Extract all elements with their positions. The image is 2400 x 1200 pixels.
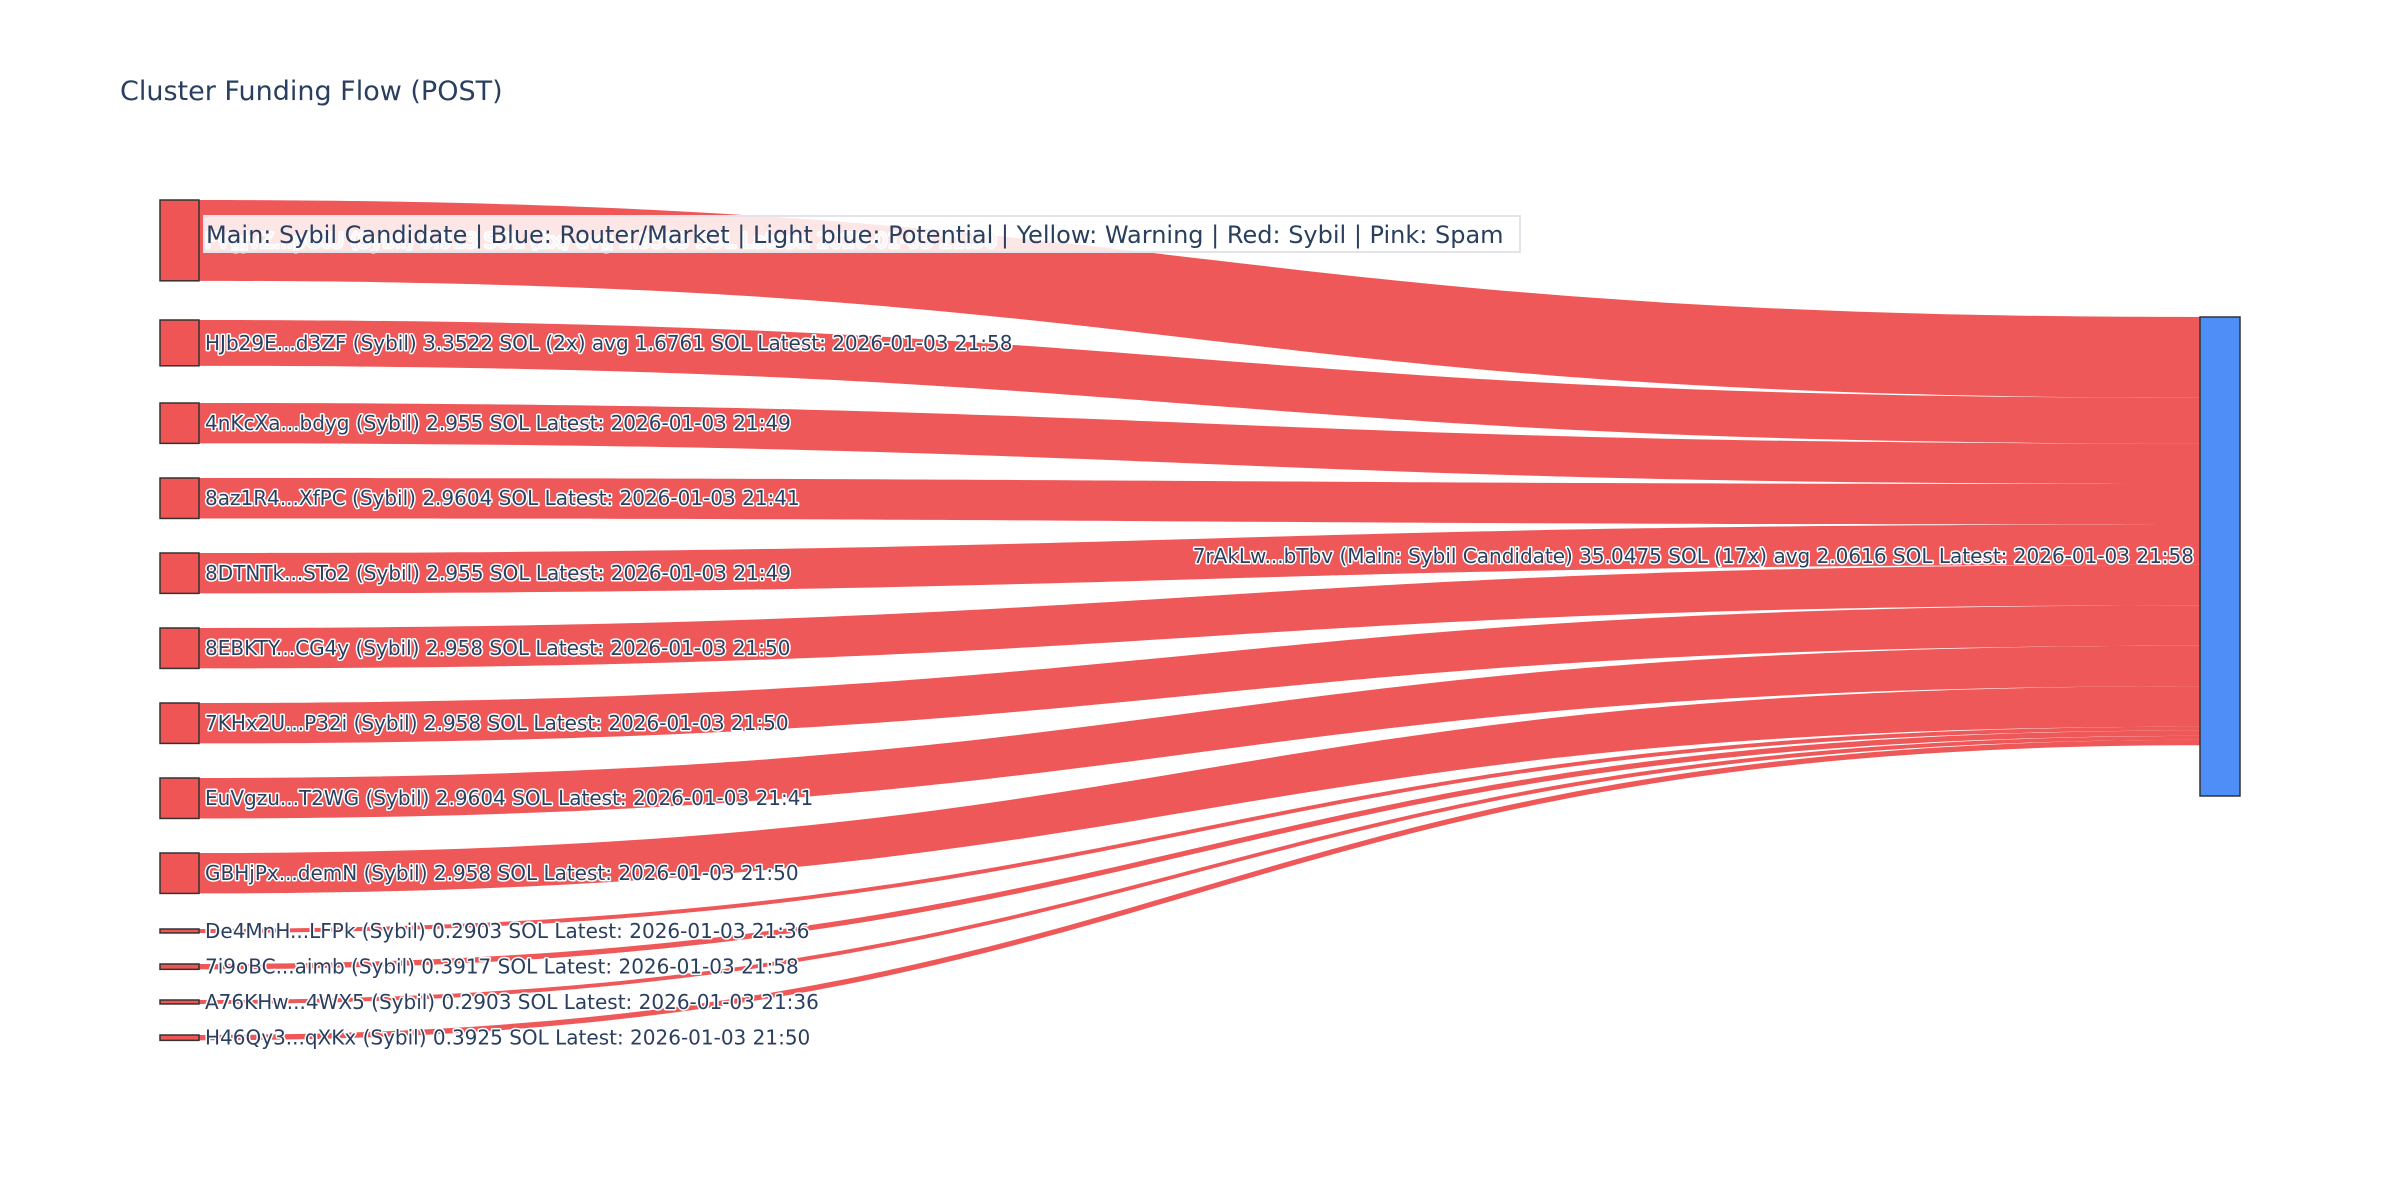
source-node-label: De4MnH...LFPk (Sybil) 0.2903 SOL Latest:… bbox=[205, 919, 809, 943]
flow-link[interactable] bbox=[199, 739, 2200, 1041]
source-node-label: A76KHw...4WX5 (Sybil) 0.2903 SOL Latest:… bbox=[205, 990, 819, 1014]
source-node[interactable] bbox=[159, 852, 200, 895]
target-node-label: 7rAkLw...bTbv (Main: Sybil Candidate) 35… bbox=[1193, 544, 2194, 568]
source-node[interactable] bbox=[159, 402, 200, 445]
source-node-label: H46Qy3...qXKx (Sybil) 0.3925 SOL Latest:… bbox=[205, 1026, 810, 1050]
source-node[interactable] bbox=[159, 199, 200, 282]
flow-link[interactable] bbox=[199, 686, 2200, 894]
source-node-label: 8EBKTY...CG4y (Sybil) 2.958 SOL Latest: … bbox=[205, 636, 790, 660]
nodes bbox=[159, 199, 2241, 1042]
source-node[interactable] bbox=[159, 963, 200, 971]
chart-title: Cluster Funding Flow (POST) bbox=[120, 76, 503, 107]
labels: FVgjvZ...pGtU (Sybil) 5.913 SOL (2x) avg… bbox=[204, 227, 2196, 1051]
flow-link[interactable] bbox=[199, 730, 2200, 970]
source-node[interactable] bbox=[159, 319, 200, 367]
flow-link[interactable] bbox=[199, 735, 2200, 1004]
links bbox=[199, 200, 2200, 1041]
source-node-label: 7KHx2U...P32i (Sybil) 2.958 SOL Latest: … bbox=[205, 711, 789, 735]
source-node[interactable] bbox=[159, 702, 200, 745]
source-node[interactable] bbox=[159, 1034, 200, 1042]
source-node[interactable] bbox=[159, 777, 200, 820]
flow-link[interactable] bbox=[199, 645, 2200, 819]
source-node[interactable] bbox=[159, 999, 200, 1005]
target-node[interactable] bbox=[2199, 316, 2241, 797]
source-node-label: 8az1R4...XfPC (Sybil) 2.9604 SOL Latest:… bbox=[205, 486, 800, 510]
source-node-label: 4nKcXa...bdyg (Sybil) 2.955 SOL Latest: … bbox=[205, 411, 791, 435]
source-node-label: EuVgzu...T2WG (Sybil) 2.9604 SOL Latest:… bbox=[205, 786, 813, 810]
flow-link[interactable] bbox=[199, 564, 2200, 669]
source-node[interactable] bbox=[159, 477, 200, 520]
source-node-label: HJb29E...d3ZF (Sybil) 3.3522 SOL (2x) av… bbox=[205, 331, 1012, 355]
flow-link[interactable] bbox=[199, 605, 2200, 744]
source-node-label: 8DTNTk...STo2 (Sybil) 2.955 SOL Latest: … bbox=[205, 561, 791, 585]
flow-link[interactable] bbox=[199, 320, 2200, 444]
source-node[interactable] bbox=[159, 552, 200, 595]
source-node-label: GBHjPx...demN (Sybil) 2.958 SOL Latest: … bbox=[205, 861, 799, 885]
source-node[interactable] bbox=[159, 928, 200, 934]
flow-link[interactable] bbox=[199, 478, 2200, 525]
flow-link[interactable] bbox=[199, 726, 2200, 933]
flow-link[interactable] bbox=[199, 403, 2200, 485]
legend-annotation: Main: Sybil Candidate | Blue: Router/Mar… bbox=[203, 215, 1521, 253]
source-node[interactable] bbox=[159, 627, 200, 670]
legend-text: Main: Sybil Candidate | Blue: Router/Mar… bbox=[206, 221, 1504, 249]
source-node-label: 7i9oBC...aimb (Sybil) 0.3917 SOL Latest:… bbox=[205, 955, 799, 979]
flow-link[interactable] bbox=[199, 524, 2200, 594]
